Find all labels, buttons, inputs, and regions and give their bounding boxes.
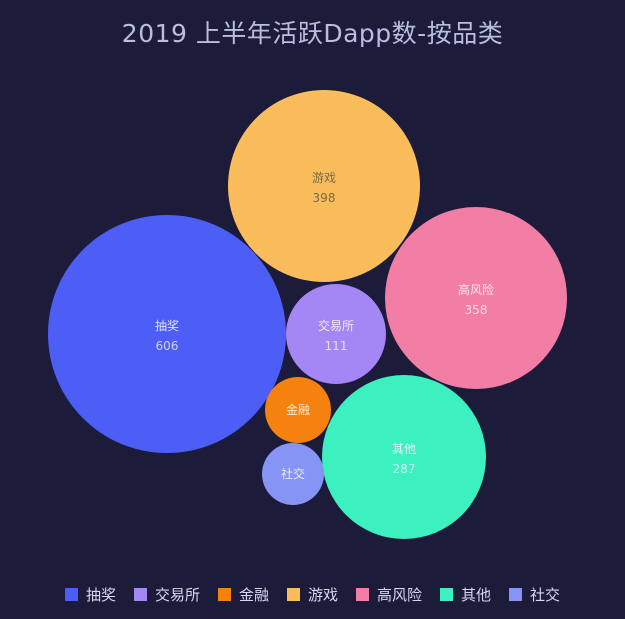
legend-item-1[interactable]: 交易所 [133, 584, 200, 605]
legend-swatch [133, 588, 147, 601]
chart-title: 2019 上半年活跃Dapp数-按品类 [121, 19, 504, 48]
bubble-circle [228, 90, 420, 282]
bubble-2: 金融 [265, 377, 331, 443]
bubble-4: 高风险 358 [385, 207, 567, 389]
legend-label: 社交 [530, 586, 561, 604]
bubble-name-label: 金融 [286, 402, 310, 417]
legend-label: 金融 [238, 586, 269, 604]
bubble-name-label: 游戏 [312, 171, 336, 185]
legend-swatch [509, 588, 523, 601]
bubble-circle [322, 375, 486, 539]
bubble-5: 其他 287 [322, 375, 486, 539]
bubble-3: 游戏 398 [228, 90, 420, 282]
legend-item-3[interactable]: 游戏 [286, 584, 338, 605]
legend-swatch [286, 588, 300, 601]
legend-swatch [356, 588, 369, 601]
bubble-0: 抽奖 606 [48, 215, 286, 453]
legend-swatch [440, 588, 454, 601]
legend-swatch [64, 588, 78, 601]
bubble-circle [262, 443, 324, 505]
legend-item-2[interactable]: 金融 [217, 584, 269, 605]
legend-item-5[interactable]: 其他 [440, 584, 491, 605]
legend-label: 游戏 [307, 586, 338, 604]
legend-item-0[interactable]: 抽奖 [64, 584, 116, 605]
bubble-value-label: 287 [393, 462, 416, 476]
legend-swatch [217, 588, 231, 601]
legend-label: 高风险 [377, 586, 423, 604]
bubble-value-label: 111 [325, 339, 348, 353]
bubble-name-label: 抽奖 [155, 319, 179, 333]
bubble-value-label: 606 [156, 339, 179, 353]
bubble-circle [48, 215, 286, 453]
bubble-name-label: 高风险 [458, 282, 494, 297]
legend-item-6[interactable]: 社交 [509, 584, 560, 605]
bubble-circle [265, 377, 331, 443]
bubble-circle [385, 207, 567, 389]
bubble-name-label: 社交 [281, 466, 305, 481]
legend-item-4[interactable]: 高风险 [356, 584, 422, 605]
bubble-6: 社交 [262, 443, 324, 505]
bubble-name-label: 交易所 [318, 318, 354, 333]
bubble-circle [286, 284, 386, 384]
bubble-name-label: 其他 [392, 442, 416, 456]
bubble-value-label: 398 [313, 191, 336, 205]
bubble-1: 交易所 111 [286, 284, 386, 384]
chart-legend: 抽奖 交易所 金融 游戏 高风险 其他 社交 [0, 584, 625, 605]
legend-label: 抽奖 [85, 586, 116, 604]
legend-label: 交易所 [154, 586, 200, 604]
legend-label: 其他 [461, 586, 492, 604]
bubble-value-label: 358 [465, 303, 488, 317]
